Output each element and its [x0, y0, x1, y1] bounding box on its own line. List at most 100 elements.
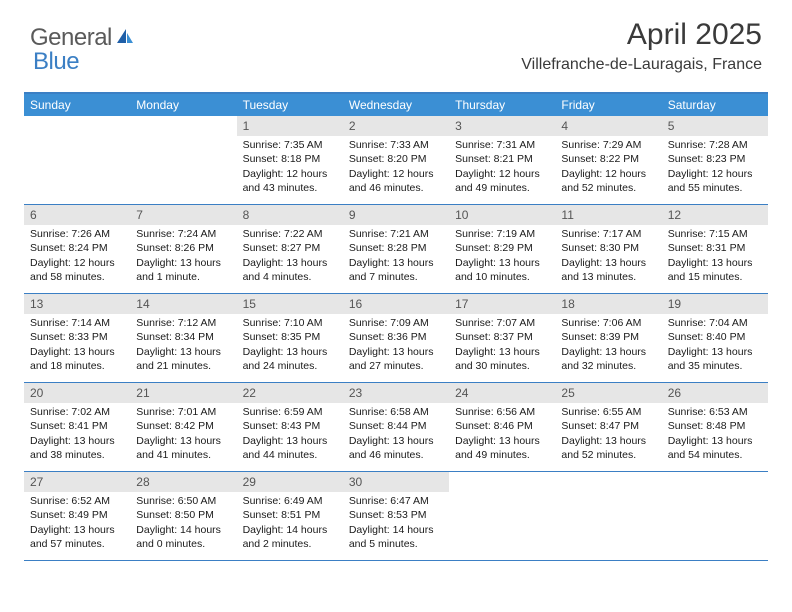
day-number: 28	[130, 472, 236, 492]
daylight-text: Daylight: 13 hours and 54 minutes.	[668, 434, 762, 462]
daylight-text: Daylight: 13 hours and 1 minute.	[136, 256, 230, 284]
sunrise-text: Sunrise: 6:56 AM	[455, 405, 549, 419]
day-body: Sunrise: 7:28 AMSunset: 8:23 PMDaylight:…	[662, 136, 768, 199]
sunset-text: Sunset: 8:24 PM	[30, 241, 124, 255]
day-cell: 10Sunrise: 7:19 AMSunset: 8:29 PMDayligh…	[449, 205, 555, 293]
sunset-text: Sunset: 8:26 PM	[136, 241, 230, 255]
sunrise-text: Sunrise: 7:01 AM	[136, 405, 230, 419]
day-body: Sunrise: 7:07 AMSunset: 8:37 PMDaylight:…	[449, 314, 555, 377]
sunrise-text: Sunrise: 7:06 AM	[561, 316, 655, 330]
day-number: 9	[343, 205, 449, 225]
day-number: 15	[237, 294, 343, 314]
day-number: 12	[662, 205, 768, 225]
daylight-text: Daylight: 13 hours and 24 minutes.	[243, 345, 337, 373]
daylight-text: Daylight: 12 hours and 52 minutes.	[561, 167, 655, 195]
day-cell	[555, 472, 661, 560]
sunset-text: Sunset: 8:27 PM	[243, 241, 337, 255]
sunset-text: Sunset: 8:53 PM	[349, 508, 443, 522]
week-row: 1Sunrise: 7:35 AMSunset: 8:18 PMDaylight…	[24, 116, 768, 205]
logo-sail-icon	[115, 27, 135, 50]
day-number: 7	[130, 205, 236, 225]
day-cell: 24 Sunrise: 6:56 AMSunset: 8:46 PMDayligh…	[449, 383, 555, 471]
day-cell: 9Sunrise: 7:21 AMSunset: 8:28 PMDaylight…	[343, 205, 449, 293]
sunrise-text: Sunrise: 7:14 AM	[30, 316, 124, 330]
sunset-text: Sunset: 8:29 PM	[455, 241, 549, 255]
daylight-text: Daylight: 13 hours and 49 minutes.	[455, 434, 549, 462]
day-body: Sunrise: 6:49 AMSunset: 8:51 PMDaylight:…	[237, 492, 343, 555]
sunrise-text: Sunrise: 7:12 AM	[136, 316, 230, 330]
sunrise-text: Sunrise: 7:28 AM	[668, 138, 762, 152]
day-cell: 2Sunrise: 7:33 AMSunset: 8:20 PMDaylight…	[343, 116, 449, 204]
day-cell: 13Sunrise: 7:14 AMSunset: 8:33 PMDayligh…	[24, 294, 130, 382]
sunrise-text: Sunrise: 6:58 AM	[349, 405, 443, 419]
day-cell: 1Sunrise: 7:35 AMSunset: 8:18 PMDaylight…	[237, 116, 343, 204]
weekday-tuesday: Tuesday	[237, 94, 343, 116]
day-number: 4	[555, 116, 661, 136]
daylight-text: Daylight: 13 hours and 41 minutes.	[136, 434, 230, 462]
header: General April 2025 Villefranche-de-Laura…	[0, 0, 792, 82]
day-cell	[130, 116, 236, 204]
sunset-text: Sunset: 8:48 PM	[668, 419, 762, 433]
day-cell: 18Sunrise: 7:06 AMSunset: 8:39 PMDayligh…	[555, 294, 661, 382]
sunrise-text: Sunrise: 7:10 AM	[243, 316, 337, 330]
day-body: Sunrise: 6:53 AMSunset: 8:48 PMDaylight:…	[662, 403, 768, 466]
sunrise-text: Sunrise: 6:59 AM	[243, 405, 337, 419]
day-cell: 25Sunrise: 6:55 AMSunset: 8:47 PMDayligh…	[555, 383, 661, 471]
daylight-text: Daylight: 13 hours and 13 minutes.	[561, 256, 655, 284]
day-cell: 26Sunrise: 6:53 AMSunset: 8:48 PMDayligh…	[662, 383, 768, 471]
day-cell: 12Sunrise: 7:15 AMSunset: 8:31 PMDayligh…	[662, 205, 768, 293]
day-number: 22	[237, 383, 343, 403]
day-cell	[24, 116, 130, 204]
day-cell: 16Sunrise: 7:09 AMSunset: 8:36 PMDayligh…	[343, 294, 449, 382]
daylight-text: Daylight: 13 hours and 4 minutes.	[243, 256, 337, 284]
daylight-text: Daylight: 12 hours and 58 minutes.	[30, 256, 124, 284]
day-body: Sunrise: 7:24 AMSunset: 8:26 PMDaylight:…	[130, 225, 236, 288]
sunrise-text: Sunrise: 7:35 AM	[243, 138, 337, 152]
sunset-text: Sunset: 8:28 PM	[349, 241, 443, 255]
sunset-text: Sunset: 8:40 PM	[668, 330, 762, 344]
daylight-text: Daylight: 13 hours and 38 minutes.	[30, 434, 124, 462]
day-body: Sunrise: 6:55 AMSunset: 8:47 PMDaylight:…	[555, 403, 661, 466]
weeks-container: 1Sunrise: 7:35 AMSunset: 8:18 PMDaylight…	[24, 116, 768, 561]
day-cell: 20Sunrise: 7:02 AMSunset: 8:41 PMDayligh…	[24, 383, 130, 471]
calendar: SundayMondayTuesdayWednesdayThursdayFrid…	[24, 92, 768, 561]
day-number: 30	[343, 472, 449, 492]
day-cell: 6Sunrise: 7:26 AMSunset: 8:24 PMDaylight…	[24, 205, 130, 293]
week-row: 20Sunrise: 7:02 AMSunset: 8:41 PMDayligh…	[24, 383, 768, 472]
day-number: 6	[24, 205, 130, 225]
day-number: 8	[237, 205, 343, 225]
day-number: 25	[555, 383, 661, 403]
day-body: Sunrise: 7:26 AMSunset: 8:24 PMDaylight:…	[24, 225, 130, 288]
day-body: Sunrise: 6:59 AMSunset: 8:43 PMDaylight:…	[237, 403, 343, 466]
sunset-text: Sunset: 8:23 PM	[668, 152, 762, 166]
sunset-text: Sunset: 8:36 PM	[349, 330, 443, 344]
day-cell: 28Sunrise: 6:50 AMSunset: 8:50 PMDayligh…	[130, 472, 236, 560]
daylight-text: Daylight: 13 hours and 32 minutes.	[561, 345, 655, 373]
day-cell: 3Sunrise: 7:31 AMSunset: 8:21 PMDaylight…	[449, 116, 555, 204]
day-body: Sunrise: 7:31 AMSunset: 8:21 PMDaylight:…	[449, 136, 555, 199]
daylight-text: Daylight: 14 hours and 2 minutes.	[243, 523, 337, 551]
sunset-text: Sunset: 8:37 PM	[455, 330, 549, 344]
month-title: April 2025	[521, 18, 762, 52]
daylight-text: Daylight: 12 hours and 43 minutes.	[243, 167, 337, 195]
day-number: 5	[662, 116, 768, 136]
day-body: Sunrise: 7:14 AMSunset: 8:33 PMDaylight:…	[24, 314, 130, 377]
day-number: 20	[24, 383, 130, 403]
daylight-text: Daylight: 13 hours and 44 minutes.	[243, 434, 337, 462]
day-number: 16	[343, 294, 449, 314]
weekday-wednesday: Wednesday	[343, 94, 449, 116]
day-number: 11	[555, 205, 661, 225]
sunset-text: Sunset: 8:50 PM	[136, 508, 230, 522]
sunrise-text: Sunrise: 7:09 AM	[349, 316, 443, 330]
day-number: 17	[449, 294, 555, 314]
sunrise-text: Sunrise: 7:19 AM	[455, 227, 549, 241]
day-body: Sunrise: 6:58 AMSunset: 8:44 PMDaylight:…	[343, 403, 449, 466]
day-cell: 5Sunrise: 7:28 AMSunset: 8:23 PMDaylight…	[662, 116, 768, 204]
logo: General	[30, 18, 140, 52]
sunrise-text: Sunrise: 7:24 AM	[136, 227, 230, 241]
sunset-text: Sunset: 8:46 PM	[455, 419, 549, 433]
week-row: 13Sunrise: 7:14 AMSunset: 8:33 PMDayligh…	[24, 294, 768, 383]
day-number: 24	[449, 383, 555, 403]
sunrise-text: Sunrise: 7:15 AM	[668, 227, 762, 241]
day-cell: 29Sunrise: 6:49 AMSunset: 8:51 PMDayligh…	[237, 472, 343, 560]
